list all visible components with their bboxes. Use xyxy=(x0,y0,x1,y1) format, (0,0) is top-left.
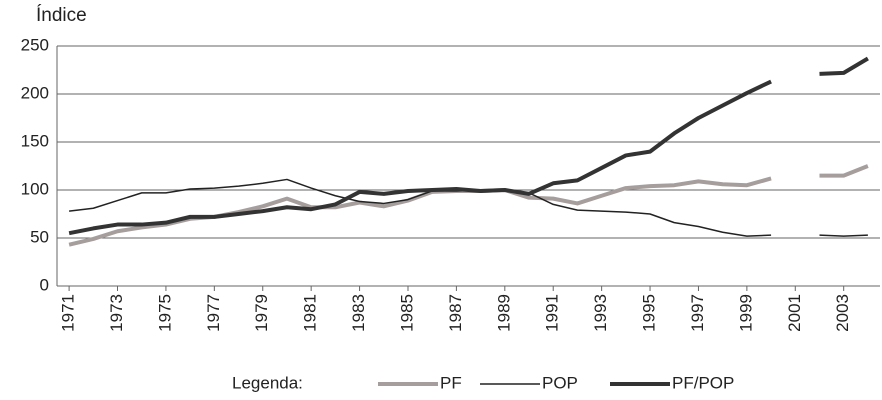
y-tick-label: 150 xyxy=(21,131,49,150)
legend-label: POP xyxy=(542,373,578,392)
x-tick-label: 1995 xyxy=(640,294,659,332)
x-tick-label: 1973 xyxy=(107,294,126,332)
legend-title: Legenda: xyxy=(232,373,303,392)
x-tick-label: 1983 xyxy=(349,294,368,332)
x-tick-label: 2001 xyxy=(785,294,804,332)
y-tick-label: 250 xyxy=(21,35,49,54)
legend-label: PF xyxy=(440,373,462,392)
series-line xyxy=(68,176,772,247)
x-tick-label: 1985 xyxy=(397,294,416,332)
x-tick-label: 1977 xyxy=(204,294,223,332)
x-tick-label: 2003 xyxy=(833,294,852,332)
x-tick-label: 1993 xyxy=(591,294,610,332)
series-line xyxy=(819,234,868,237)
series-line xyxy=(69,178,772,237)
x-tick-label: 1991 xyxy=(543,294,562,332)
y-tick-label: 0 xyxy=(40,275,49,294)
series-line xyxy=(819,56,869,76)
x-tick-label: 1979 xyxy=(252,294,271,332)
x-tick-label: 1987 xyxy=(446,294,465,332)
legend-label: PF/POP xyxy=(672,373,734,392)
x-tick-label: 1975 xyxy=(155,294,174,332)
x-tick-label: 1971 xyxy=(59,294,78,332)
x-tick-label: 1997 xyxy=(688,294,707,332)
chart-title: Índice xyxy=(36,5,87,26)
x-tick-label: 1981 xyxy=(301,294,320,332)
y-tick-label: 100 xyxy=(21,179,49,198)
series-line xyxy=(68,79,772,236)
y-tick-label: 200 xyxy=(21,83,49,102)
series-line xyxy=(819,164,869,178)
x-tick-label: 1999 xyxy=(736,294,755,332)
y-tick-label: 50 xyxy=(30,227,49,246)
x-tick-label: 1989 xyxy=(494,294,513,332)
